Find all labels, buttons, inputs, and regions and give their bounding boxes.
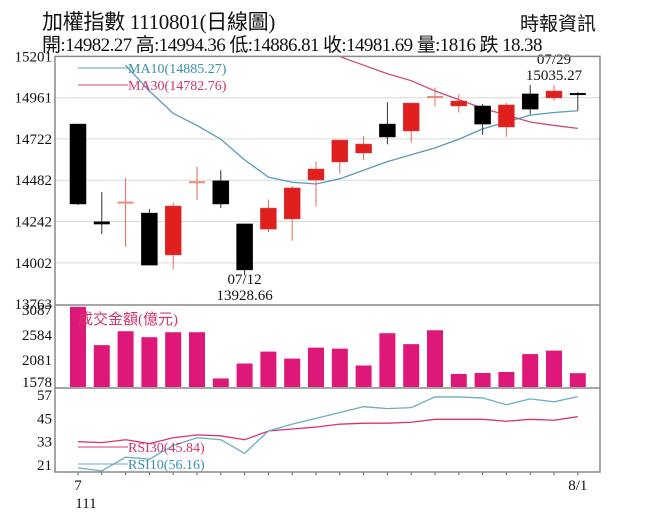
svg-text:1578: 1578 [22,375,52,391]
svg-text:3087: 3087 [22,303,53,319]
ma-legend: MA10(14885.27) MA30(14782.76) [78,62,227,94]
candle [212,180,230,205]
volume-bar [403,344,420,387]
volume-bars: 3087 2584 2081 1578 成交金額(億元) [22,303,586,391]
volume-bar [70,306,86,387]
svg-text:07/29: 07/29 [537,52,571,68]
volume-bar [450,373,467,387]
price-gridlines [55,97,600,264]
volume-bar [93,345,110,387]
candle [307,168,325,181]
volume-bar [236,363,253,387]
source-label: 時報資訊 [520,14,597,35]
price-axis: 15201 14961 14722 14482 14242 14002 13763 [15,49,53,313]
candle [498,104,515,128]
svg-text:RSI10(56.16): RSI10(56.16) [128,458,205,473]
price-tick-label: 13763 [15,297,53,313]
candle [236,223,253,271]
volume-bar [141,337,158,387]
volume-bar [117,331,134,387]
candlesticks [69,84,586,276]
candle [260,207,277,230]
ohlc-summary: 開:14982.27 高:14994.36 低:14886.81 收:14981… [42,35,542,56]
candle [283,187,301,220]
candle [474,105,491,125]
svg-text:2584: 2584 [22,328,53,344]
volume-bar [546,350,562,387]
candle [164,205,182,256]
price-tick-label: 14722 [15,132,53,148]
candle [141,212,158,266]
candle [331,139,349,163]
volume-bar [474,372,491,387]
volume-bar [260,351,277,387]
volume-bar [427,330,443,387]
volume-bar [212,378,229,387]
price-tick-label: 15201 [15,49,53,65]
svg-text:15035.27: 15035.27 [526,68,583,84]
svg-text:RSI30(45.84): RSI30(45.84) [128,441,205,456]
price-tick-label: 14242 [15,215,53,231]
chart-title: 加權指數 1110801(日線圖) [42,10,276,34]
volume-bar [284,358,301,387]
volume-bar [331,348,348,387]
svg-text:111: 111 [75,496,96,512]
volume-bar [569,373,586,387]
volume-bar [308,347,324,387]
candle [379,123,396,138]
candle [355,143,372,154]
svg-text:07/12: 07/12 [228,272,262,288]
ma10-legend: MA10(14885.27) [128,62,227,77]
volume-bar [522,354,539,387]
rsi-panel: 57 45 33 21 RSI30(45.84) RSI10(56.16) 7 111 8/1 [37,388,587,512]
svg-text:33: 33 [37,435,52,451]
svg-text:13928.66: 13928.66 [216,288,273,304]
svg-text:8/1: 8/1 [568,478,587,494]
candle [69,123,87,205]
price-tick-label: 14961 [15,91,53,107]
volume-bar [498,371,515,387]
svg-text:57: 57 [37,388,53,404]
candle [450,100,468,107]
svg-text:7: 7 [74,478,82,494]
volume-bar [189,332,205,387]
candle [521,93,539,110]
candle [545,90,563,99]
volume-bar [165,332,182,387]
volume-bar [355,365,372,387]
volume-bar [379,333,396,387]
price-tick-label: 14482 [15,173,53,189]
svg-text:21: 21 [37,458,52,474]
price-tick-label: 14002 [15,256,53,272]
svg-text:2081: 2081 [22,353,52,369]
chart-frame [54,55,601,473]
svg-text:45: 45 [37,411,52,427]
ma30-legend: MA30(14782.76) [128,79,227,94]
candle [402,102,420,132]
volume-title: 成交金額(億元) [78,310,178,328]
